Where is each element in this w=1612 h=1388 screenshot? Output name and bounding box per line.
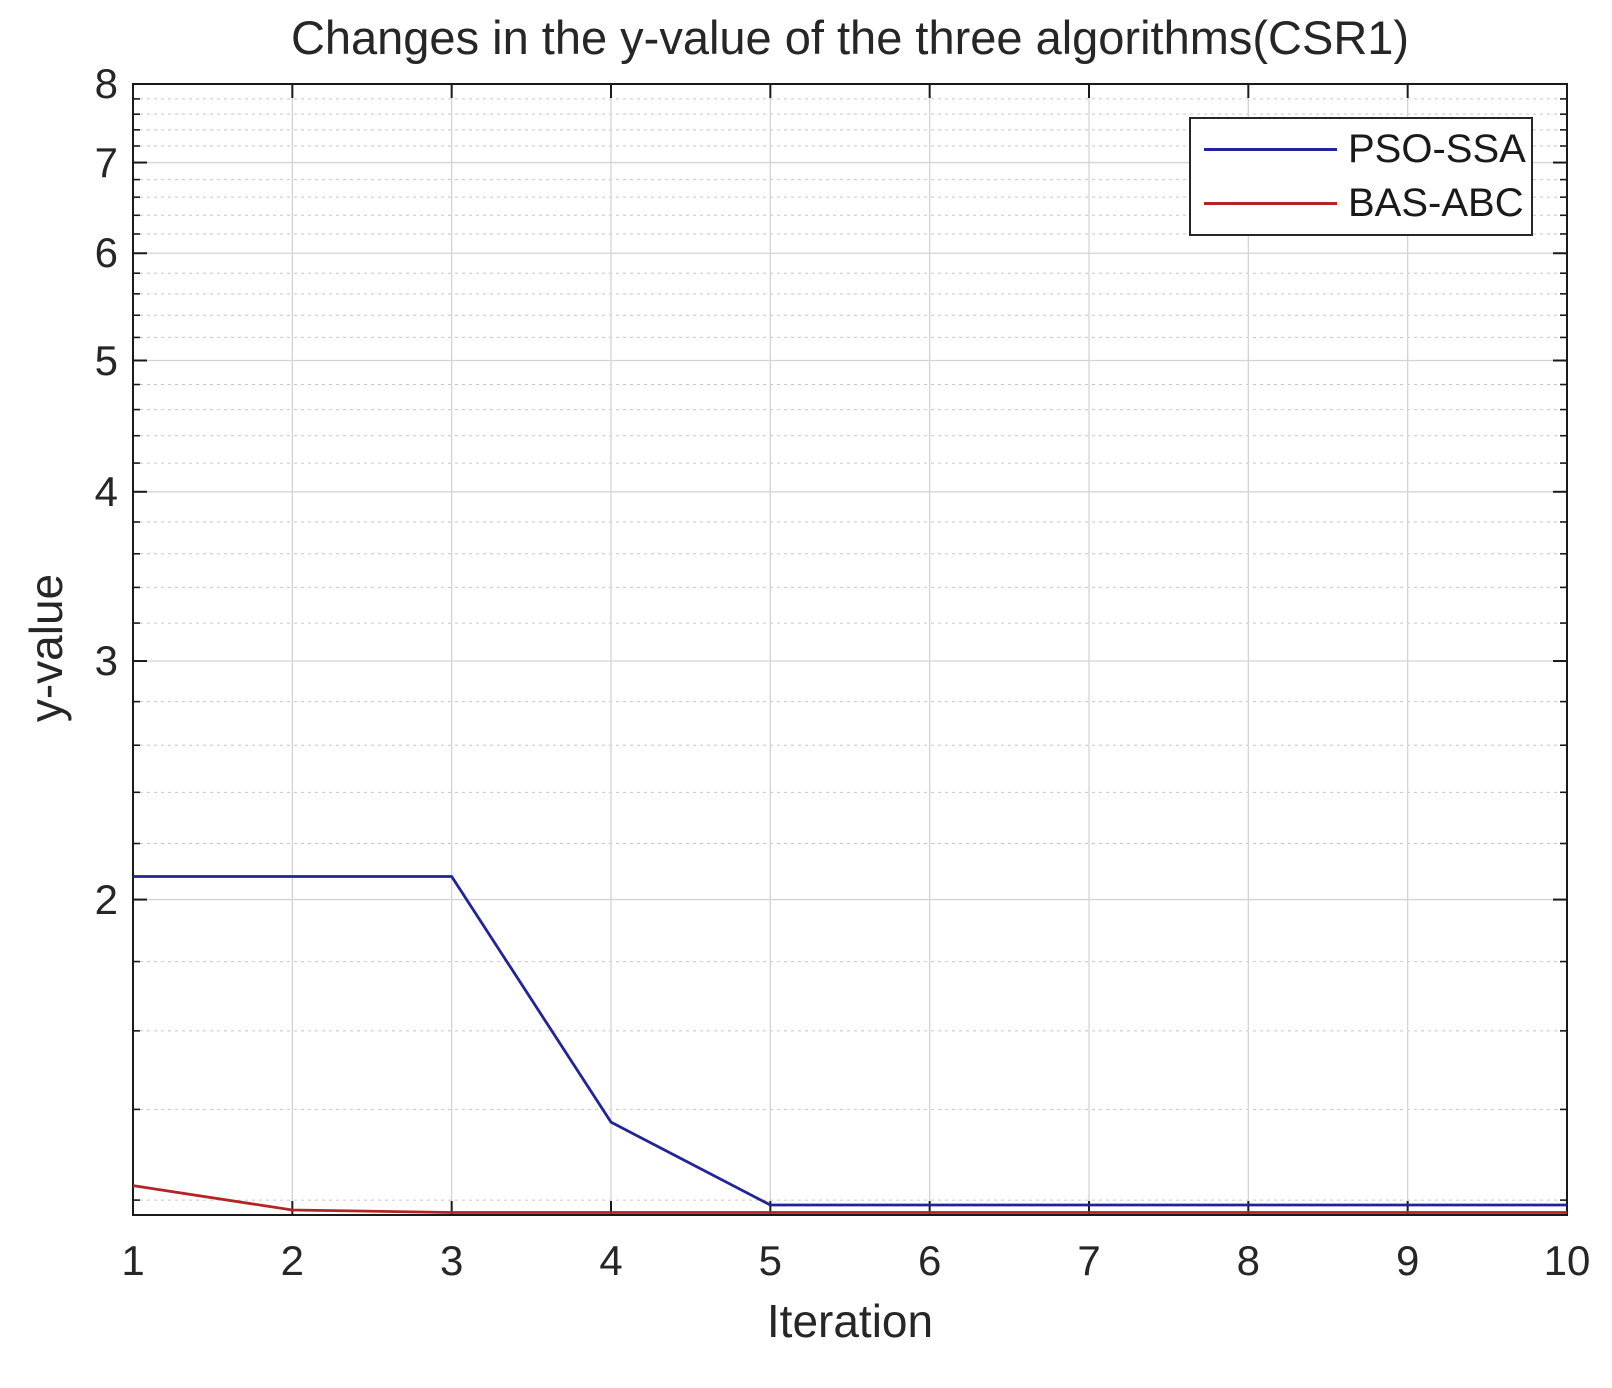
x-tick-label: 4 [599,1237,623,1284]
y-tick-label: 6 [94,229,118,277]
legend-line-sample-blue [1204,148,1337,152]
x-tick-label: 10 [1543,1237,1591,1284]
legend-label: PSO-SSA [1348,127,1526,172]
y-tick-label: 2 [94,875,118,923]
legend: PSO-SSA BAS-ABC [1189,117,1533,236]
x-tick-label: 2 [280,1237,304,1284]
x-tick-label: 7 [1077,1237,1101,1284]
x-tick-label: 9 [1395,1237,1420,1284]
x-axis-label: Iteration [766,1295,934,1347]
y-tick-label: 7 [94,138,118,186]
legend-line-sample-red [1204,201,1337,205]
y-tick-label: 4 [94,467,118,515]
y-tick-label: 5 [94,336,118,384]
chart-title: Changes in the y-value of the three algo… [290,11,1410,64]
legend-item-bas-abc: BAS-ABC [1204,181,1531,226]
y-tick-label: 3 [94,637,118,685]
legend-item-pso-ssa: PSO-SSA [1204,127,1531,172]
x-tick-label: 6 [917,1237,942,1284]
x-tick-label: 8 [1236,1237,1260,1284]
x-tick-label: 3 [439,1237,464,1284]
y-tick-label: 8 [94,60,118,107]
legend-label: BAS-ABC [1348,180,1524,225]
x-tick-label: 1 [121,1237,145,1284]
x-tick-label: 5 [758,1237,782,1284]
